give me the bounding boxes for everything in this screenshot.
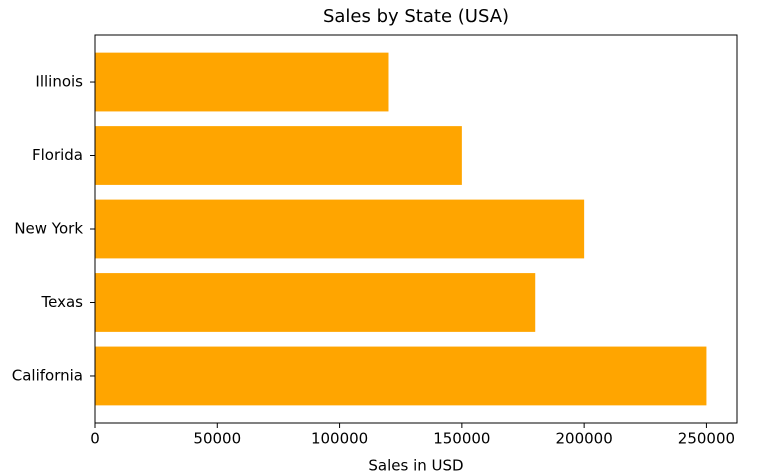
- x-tick-label: 0: [90, 430, 100, 448]
- y-tick-label: Texas: [41, 293, 84, 311]
- y-tick-label: Florida: [32, 146, 83, 164]
- x-tick-label: 100000: [311, 430, 368, 448]
- plot-frame: [94, 34, 738, 424]
- x-tick-label: 150000: [433, 430, 490, 448]
- bar: [95, 52, 389, 112]
- x-tick-label: 200000: [556, 430, 613, 448]
- y-tick-label: New York: [14, 220, 83, 238]
- bar: [95, 273, 536, 332]
- bar: [95, 126, 462, 185]
- bar: [95, 199, 585, 259]
- x-tick-label: 50000: [193, 430, 241, 448]
- x-axis-label: Sales in USD: [368, 457, 463, 475]
- x-tick-label: 250000: [678, 430, 735, 448]
- bar: [95, 346, 707, 406]
- y-tick-label: Illinois: [35, 73, 83, 91]
- y-tick-label: California: [12, 366, 83, 384]
- chart-title: Sales by State (USA): [323, 6, 509, 27]
